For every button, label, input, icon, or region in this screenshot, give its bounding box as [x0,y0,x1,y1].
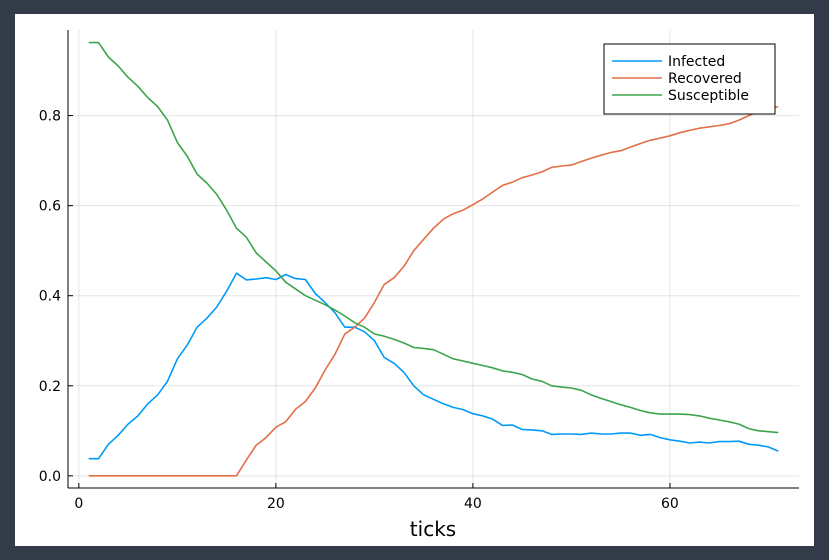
y-tick-label: 0.2 [39,379,61,395]
y-tick-label: 0.6 [39,199,61,215]
line-chart: 0 20 40 60 0.0 0.2 0.4 0.6 0.8 ticks InfectedRec… [39,30,799,541]
series-line-infected [88,272,779,460]
y-tick-label: 0.8 [39,109,61,125]
y-tick-label: 0.0 [39,469,61,485]
x-tick-label: 0 [74,496,83,512]
ticks: 0 20 40 60 0.0 0.2 0.4 0.6 0.8 [39,109,679,512]
plot-canvas: 0 20 40 60 0.0 0.2 0.4 0.6 0.8 ticks Infected Rec… [15,14,814,546]
legend-label-susceptible: Susceptible [668,88,749,104]
legend-box [603,43,776,115]
y-tick-label: 0.4 [39,289,61,305]
axes [67,30,799,489]
legend-label-infected: Infected [668,54,725,70]
x-tick-label: 60 [661,496,679,512]
series-line-recovered [88,105,779,477]
series-lines [88,41,779,477]
x-axis-label: ticks [410,517,456,541]
x-tick-label: 20 [267,496,285,512]
legend-label-recovered: Recovered [668,71,742,87]
series-line-susceptible [88,41,779,434]
x-tick-label: 40 [464,496,482,512]
